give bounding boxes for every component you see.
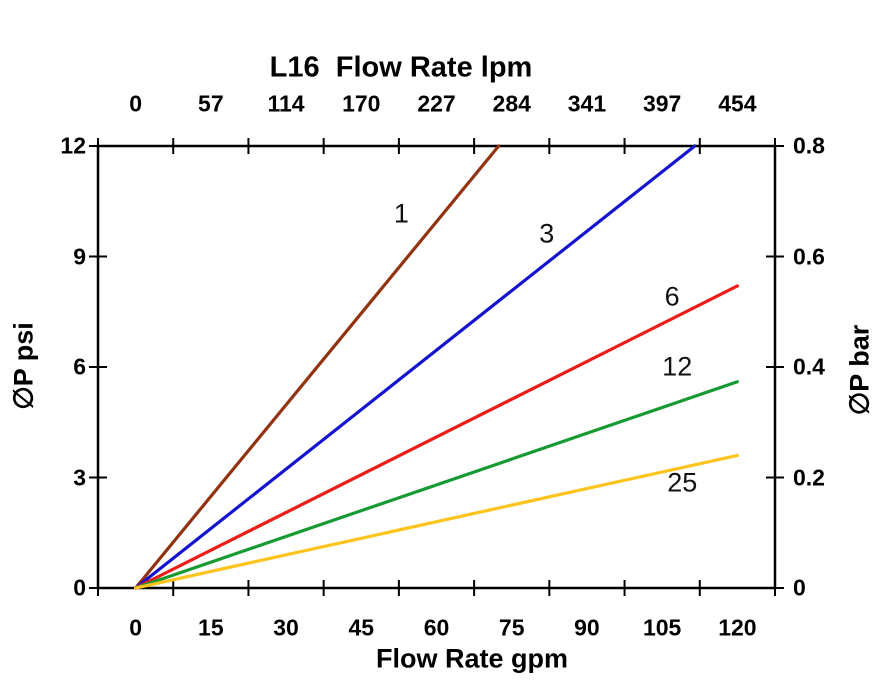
curve-line-12um xyxy=(134,380,739,590)
curve-line-3um xyxy=(134,144,697,590)
x-axis-title-bottom: Flow Rate gpm xyxy=(375,643,569,674)
curve-line-6um xyxy=(134,284,739,590)
curve-line-25um xyxy=(134,453,739,590)
chart-title: L16 Flow Rate lpm xyxy=(269,51,533,84)
curve-line-1um xyxy=(134,144,501,590)
